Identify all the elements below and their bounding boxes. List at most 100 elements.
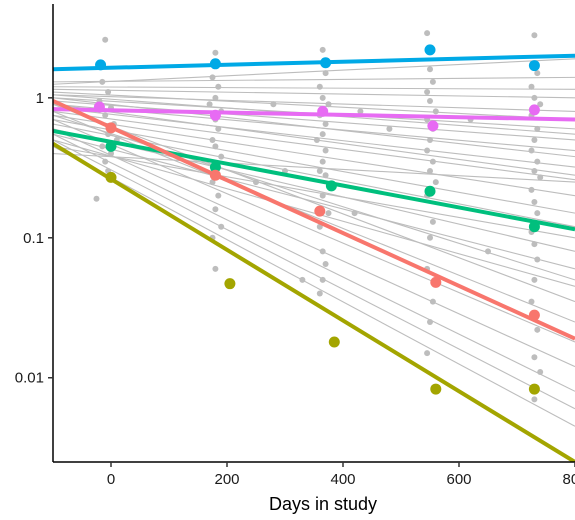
background-trend-line: [53, 107, 575, 168]
background-point: [319, 158, 326, 165]
background-point: [427, 136, 433, 143]
background-point: [531, 168, 538, 175]
background-trend-line: [53, 110, 575, 181]
series-point: [430, 276, 442, 288]
background-point: [427, 97, 433, 104]
background-point: [99, 78, 106, 85]
background-point: [424, 89, 431, 96]
background-point: [531, 354, 538, 361]
background-point: [528, 298, 535, 305]
background-point: [531, 241, 538, 248]
series-point: [430, 383, 442, 395]
background-point: [427, 319, 433, 326]
background-point: [534, 125, 541, 132]
background-point: [485, 248, 491, 255]
background-point: [357, 108, 364, 115]
series-point: [95, 59, 107, 71]
background-point: [215, 192, 222, 199]
background-trend-line: [53, 88, 575, 99]
background-point: [424, 350, 431, 357]
background-point: [313, 136, 320, 143]
background-point: [531, 136, 538, 143]
background-point: [102, 158, 109, 165]
background-point: [212, 49, 219, 56]
background-point: [534, 210, 541, 217]
series-point: [325, 180, 337, 192]
background-point: [218, 153, 225, 160]
background-point: [528, 83, 535, 90]
background-point: [212, 94, 219, 101]
background-point: [319, 46, 326, 53]
series-point: [209, 58, 221, 70]
background-point: [209, 136, 216, 143]
y-tick-label: 1: [36, 90, 44, 107]
series-point: [93, 101, 105, 113]
series-point: [528, 104, 540, 116]
background-point: [253, 179, 259, 186]
background-point: [424, 30, 431, 37]
background-point: [322, 147, 329, 154]
background-point: [319, 94, 326, 101]
background-point: [427, 168, 433, 175]
background-point: [215, 83, 222, 90]
series-point: [105, 122, 117, 134]
background-trend-line: [53, 114, 575, 197]
background-point: [212, 265, 219, 272]
series-point: [105, 171, 117, 183]
background-point: [322, 260, 329, 267]
background-point: [209, 179, 216, 186]
background-point: [429, 218, 436, 225]
background-trend-line: [53, 58, 575, 85]
background-point: [429, 298, 436, 305]
background-point: [534, 326, 541, 333]
background-trend-line: [53, 118, 575, 214]
y-tick-label: 0.1: [23, 230, 44, 247]
series-point: [424, 44, 436, 56]
background-point: [386, 125, 393, 132]
background-trend-line: [53, 145, 575, 427]
background-point: [322, 70, 329, 77]
background-point: [93, 195, 100, 202]
x-tick-label: 600: [446, 471, 471, 488]
x-tick-label: 0: [107, 471, 115, 488]
background-point: [319, 276, 326, 283]
y-tick-label: 0.01: [15, 370, 44, 387]
background-point: [209, 74, 216, 81]
background-point: [427, 66, 433, 73]
x-axis-title: Days in study: [269, 494, 377, 514]
background-point: [537, 101, 544, 108]
background-point: [427, 234, 433, 241]
series-fit-line: [53, 107, 575, 122]
background-point: [108, 150, 114, 157]
background-point: [537, 368, 544, 375]
background-point: [432, 179, 439, 186]
background-point: [319, 192, 326, 199]
background-point: [316, 83, 323, 90]
x-tick-label: 200: [214, 471, 239, 488]
background-trend-line: [53, 94, 575, 112]
background-trend-line: [53, 152, 575, 183]
series-fit-lines: [53, 53, 575, 462]
background-point: [102, 36, 109, 43]
background-point: [316, 290, 323, 297]
background-point: [206, 101, 213, 108]
background-point: [528, 147, 535, 154]
background-point: [531, 199, 538, 206]
background-trend-line: [53, 76, 575, 83]
background-trend-line: [53, 133, 575, 270]
series-point: [105, 140, 117, 152]
background-point: [99, 143, 106, 150]
series-point: [320, 57, 332, 69]
background-point: [534, 256, 541, 263]
background-trend-line: [53, 145, 575, 239]
background-point: [316, 168, 323, 175]
series-point: [209, 161, 221, 173]
background-point: [218, 223, 225, 230]
axes: 0 200 400 600 800 0.01 0.1 1: [15, 4, 575, 488]
x-tick-label: 800: [562, 471, 575, 488]
background-point: [531, 396, 538, 403]
background-point: [325, 101, 332, 108]
background-trend-line: [53, 97, 575, 158]
series-point: [317, 105, 329, 117]
